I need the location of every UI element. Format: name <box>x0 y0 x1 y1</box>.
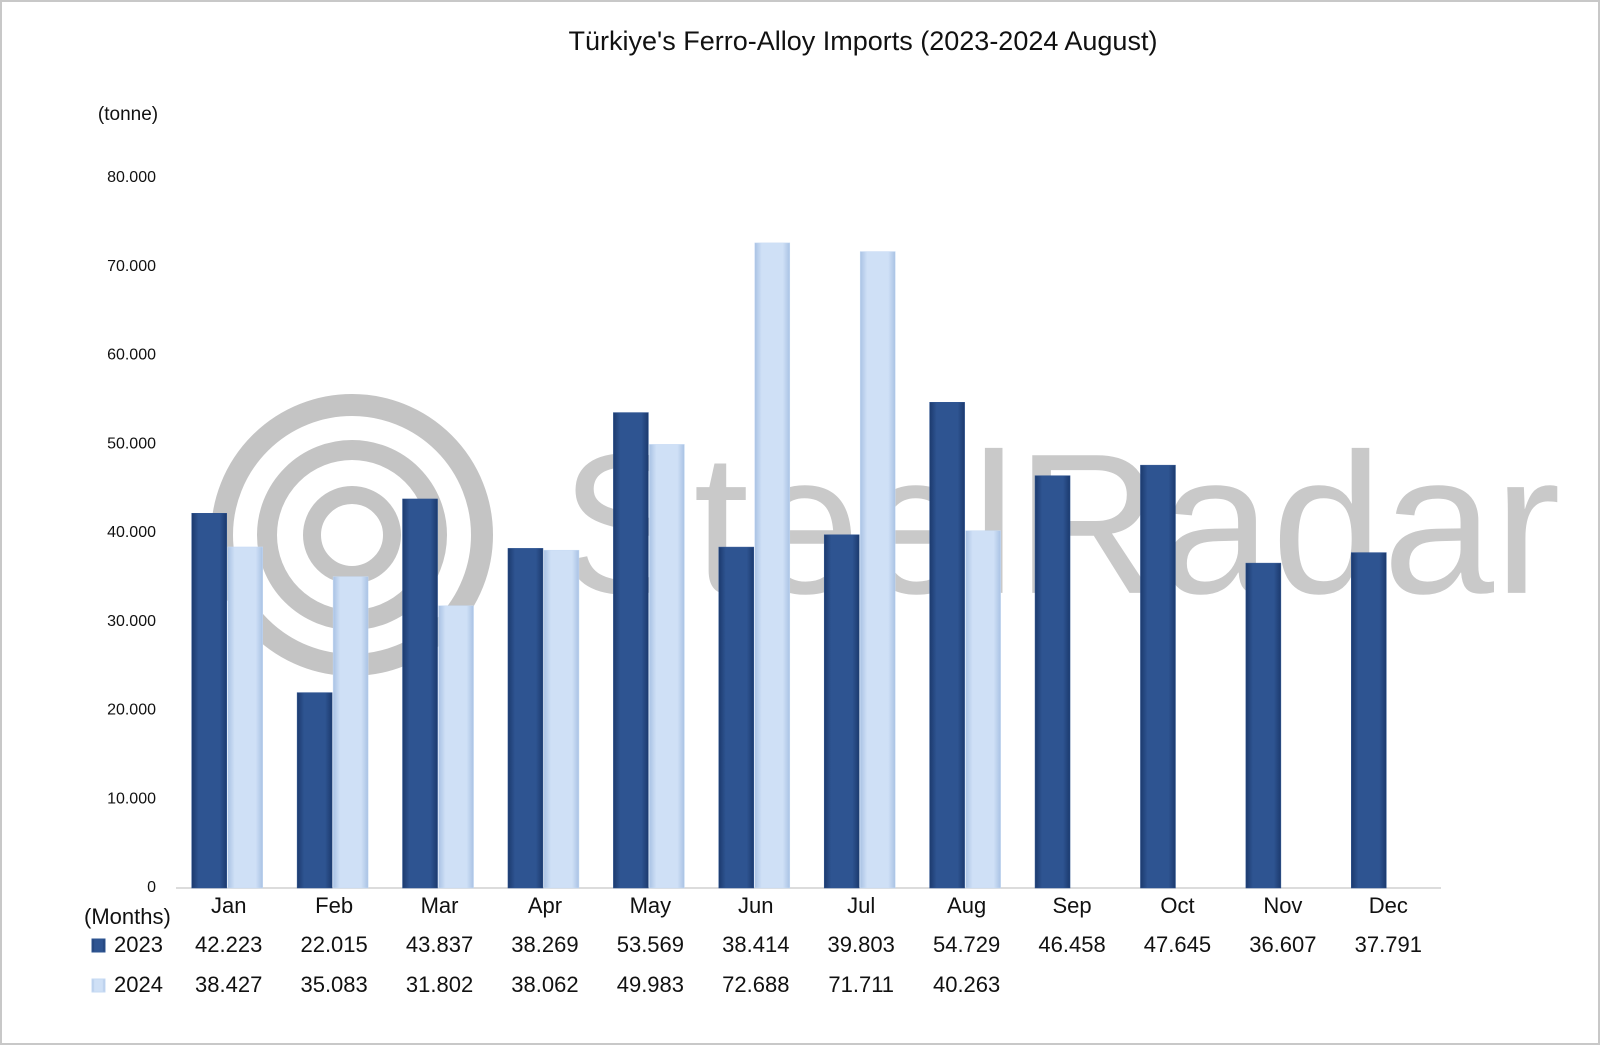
y-tick-label: 20.000 <box>107 702 156 719</box>
value-label: 53.569 <box>617 932 684 957</box>
bar <box>929 402 965 889</box>
x-tick-label: Apr <box>528 893 562 918</box>
y-tick-label: 40.000 <box>107 524 156 541</box>
value-label: 72.688 <box>722 972 789 997</box>
x-tick-label: Jun <box>738 893 773 918</box>
bar <box>438 605 474 889</box>
bar <box>543 549 580 889</box>
x-tick-label: Nov <box>1263 893 1302 918</box>
value-label: 47.645 <box>1144 932 1211 957</box>
y-tick-label: 70.000 <box>107 258 156 275</box>
value-label: 71.711 <box>828 972 894 997</box>
value-label: 43.837 <box>406 932 473 957</box>
value-label: 38.414 <box>722 932 789 957</box>
value-label: 54.729 <box>933 932 1000 957</box>
y-tick-label: 10.000 <box>107 790 156 807</box>
bar <box>613 412 649 889</box>
x-tick-label: Aug <box>947 893 986 918</box>
x-tick-label: Oct <box>1160 893 1194 918</box>
bar <box>1245 562 1282 889</box>
value-label: 38.427 <box>195 972 262 997</box>
bar <box>227 546 263 889</box>
legend-label: 2023 <box>114 932 163 957</box>
x-tick-label: Feb <box>315 893 353 918</box>
value-label: 38.269 <box>511 932 578 957</box>
value-label: 38.062 <box>511 972 578 997</box>
value-label: 31.802 <box>406 972 473 997</box>
chart-title: Türkiye's Ferro-Alloy Imports (2023-2024… <box>569 26 1158 56</box>
legend-swatch <box>91 978 106 993</box>
x-tick-label: Jan <box>211 893 246 918</box>
value-label: 39.803 <box>828 932 895 957</box>
bar <box>823 534 860 889</box>
bar <box>965 530 1001 889</box>
bar <box>859 251 896 889</box>
x-axis-label: (Months) <box>84 904 171 929</box>
bar <box>754 242 791 889</box>
value-label: 40.263 <box>933 972 1000 997</box>
legend-swatch <box>91 938 106 953</box>
x-tick-label: Sep <box>1052 893 1091 918</box>
y-tick-label: 30.000 <box>107 613 156 630</box>
value-label: 46.458 <box>1038 932 1105 957</box>
y-axis-label: (tonne) <box>98 104 158 125</box>
bar <box>1140 464 1176 889</box>
x-tick-label: May <box>630 893 672 918</box>
x-tick-label: Jul <box>847 893 875 918</box>
x-tick-label: Dec <box>1369 893 1408 918</box>
bar <box>296 692 333 889</box>
legend-label: 2024 <box>114 972 163 997</box>
bar <box>507 548 544 889</box>
value-label: 42.223 <box>195 932 262 957</box>
bar <box>332 576 369 889</box>
y-tick-label: 60.000 <box>107 347 156 364</box>
y-tick-label: 0 <box>147 879 156 896</box>
bar <box>649 444 685 889</box>
bar <box>191 513 227 889</box>
value-label: 49.983 <box>617 972 684 997</box>
value-label: 36.607 <box>1249 932 1316 957</box>
bar <box>402 498 438 889</box>
value-label: 22.015 <box>300 932 367 957</box>
bar <box>718 546 755 889</box>
bar <box>1351 552 1387 889</box>
bar <box>1034 475 1071 889</box>
y-tick-label: 80.000 <box>107 169 156 186</box>
x-tick-label: Mar <box>421 893 459 918</box>
value-label: 37.791 <box>1355 932 1422 957</box>
y-tick-label: 50.000 <box>107 435 156 452</box>
value-label: 35.083 <box>300 972 367 997</box>
